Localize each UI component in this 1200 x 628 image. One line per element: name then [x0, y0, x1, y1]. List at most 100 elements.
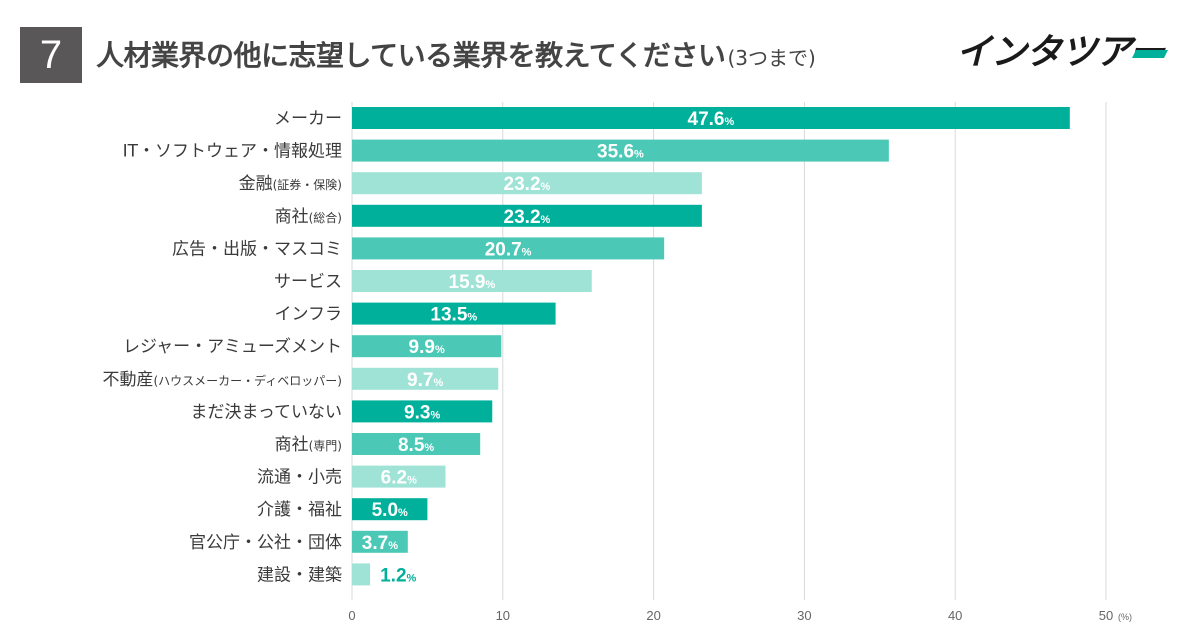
value-label: 9.3%: [404, 402, 440, 423]
category-sub: (専門): [309, 439, 342, 453]
value-number: 23.2: [504, 207, 541, 228]
value-label: 3.7%: [362, 533, 398, 554]
category-label: まだ決まっていない: [191, 402, 342, 422]
x-tick-label: 40: [948, 608, 962, 623]
category-label: IT・ソフトウェア・情報処理: [123, 142, 342, 162]
title-main: 人材業界の他に志望している業界を教えてください: [96, 39, 726, 72]
bar: [352, 302, 556, 325]
value-number: 9.7: [407, 370, 433, 391]
bar: [352, 367, 499, 390]
value-label: 8.5%: [398, 435, 434, 456]
category-main: 流通・小売: [257, 468, 342, 488]
value-labels: 47.6%35.6%23.2%23.2%20.7%15.9%13.5%9.9%9…: [362, 109, 735, 586]
value-percent-sign: %: [430, 409, 440, 421]
value-percent-sign: %: [398, 507, 408, 519]
category-label: 広告・出版・マスコミ: [172, 239, 342, 259]
category-main: 商社: [275, 435, 309, 455]
bar: [352, 270, 592, 292]
value-number: 5.0: [372, 500, 398, 521]
value-percent-sign: %: [522, 246, 532, 258]
bar: [352, 433, 481, 455]
category-main: 官公庁・公社・団体: [189, 533, 342, 553]
category-main: 建設・建築: [257, 565, 342, 585]
value-label: 1.2%: [380, 565, 416, 586]
category-sub: (証券・保険): [273, 177, 342, 192]
bar: [352, 465, 446, 488]
value-label: 9.9%: [409, 337, 445, 358]
value-label: 5.0%: [372, 500, 408, 521]
category-main: インフラ: [275, 305, 343, 325]
category-main: サービス: [274, 272, 342, 292]
bars: [352, 107, 1070, 586]
title-subtitle: (3つまで): [727, 46, 816, 70]
value-percent-sign: %: [485, 279, 495, 291]
value-label: 35.6%: [597, 142, 644, 163]
value-number: 47.6: [688, 109, 725, 130]
value-number: 1.2: [380, 565, 406, 586]
value-number: 8.5: [398, 435, 425, 456]
value-label: 23.2%: [504, 174, 551, 195]
x-tick-label: 30: [797, 608, 811, 623]
value-percent-sign: %: [388, 540, 398, 552]
logo-text: インタツアー: [956, 32, 1166, 72]
value-label: 23.2%: [504, 207, 551, 228]
question-number-badge: 7: [20, 27, 82, 83]
value-number: 9.3: [404, 402, 430, 423]
category-label: 介護・福祉: [257, 500, 342, 520]
x-axis-unit: (%): [1118, 612, 1132, 622]
category-label: 官公庁・公社・団体: [189, 533, 342, 553]
category-main: IT・ソフトウェア・情報処理: [123, 142, 342, 162]
category-label: メーカー: [274, 109, 342, 129]
value-percent-sign: %: [433, 377, 443, 389]
category-sub: (ハウスメーカー・ディベロッパー): [153, 373, 342, 388]
value-label: 47.6%: [688, 109, 735, 130]
chart-title: 人材業界の他に志望している業界を教えてください (3つまで): [96, 34, 816, 74]
bar: [352, 237, 665, 260]
value-label: 6.2%: [381, 468, 417, 489]
value-percent-sign: %: [424, 442, 434, 454]
category-main: 介護・福祉: [257, 500, 342, 520]
value-number: 15.9: [449, 272, 486, 293]
bar: [352, 335, 502, 358]
value-number: 23.2: [504, 174, 541, 195]
x-tick-label: 10: [496, 608, 510, 623]
value-percent-sign: %: [634, 149, 644, 161]
value-percent-sign: %: [541, 214, 551, 226]
value-number: 13.5: [430, 305, 467, 326]
bar: [352, 400, 493, 423]
bar: [352, 204, 702, 227]
bar: [352, 139, 889, 162]
logo-accent-bar: [1132, 50, 1168, 58]
category-label: レジャー・アミューズメント: [123, 337, 342, 357]
category-label: 商社(専門): [275, 435, 342, 455]
category-label: サービス: [274, 272, 342, 292]
bar: [352, 172, 702, 195]
value-percent-sign: %: [467, 312, 477, 324]
category-main: 広告・出版・マスコミ: [172, 239, 342, 259]
category-main: まだ決まっていない: [191, 402, 342, 422]
value-number: 6.2: [381, 468, 407, 489]
value-label: 13.5%: [430, 305, 477, 326]
value-label: 9.7%: [407, 370, 443, 391]
category-label: 建設・建築: [257, 565, 342, 585]
category-sub: (総合): [309, 210, 342, 225]
category-main: レジャー・アミューズメント: [123, 337, 342, 357]
value-percent-sign: %: [407, 572, 417, 584]
value-number: 3.7: [362, 533, 388, 554]
brand-logo: インタツアー: [956, 32, 1168, 72]
category-main: メーカー: [274, 109, 342, 129]
bar: [352, 498, 428, 521]
category-label: インフラ: [275, 305, 343, 325]
header: 7 人材業界の他に志望している業界を教えてください (3つまで) インタツアー: [0, 0, 1200, 100]
category-label: 金融(証券・保険): [239, 174, 342, 194]
category-main: 商社: [275, 207, 309, 227]
x-axis-ticks: 0 10 20 30 40 50 (%): [348, 608, 1132, 623]
category-main: 金融: [239, 174, 273, 194]
value-label: 15.9%: [449, 272, 496, 293]
value-percent-sign: %: [407, 475, 417, 487]
x-tick-label: 20: [646, 608, 660, 623]
bar: [352, 563, 371, 586]
x-tick-label: 0: [348, 608, 355, 623]
category-main: 不動産: [102, 370, 153, 390]
value-number: 9.9: [409, 337, 435, 358]
